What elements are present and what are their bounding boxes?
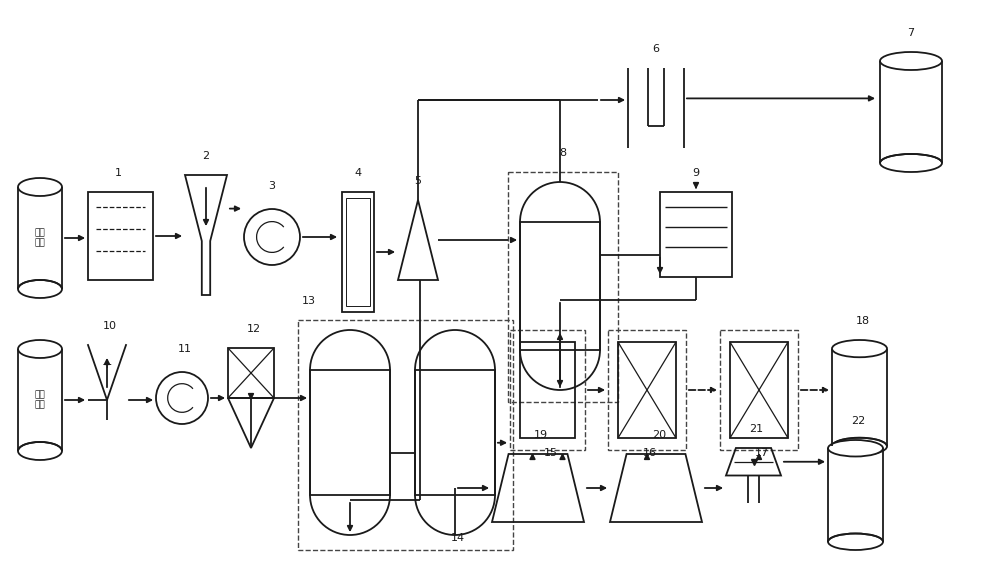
Ellipse shape bbox=[18, 280, 62, 298]
Text: 4: 4 bbox=[354, 168, 361, 178]
Bar bbox=[608, 330, 686, 450]
Bar bbox=[346, 198, 370, 306]
Text: 16: 16 bbox=[643, 448, 657, 458]
Text: 15: 15 bbox=[544, 448, 558, 458]
Text: 2: 2 bbox=[202, 151, 209, 161]
Text: 20: 20 bbox=[652, 430, 666, 440]
Text: 12: 12 bbox=[247, 324, 261, 334]
Bar bbox=[720, 330, 798, 450]
Bar bbox=[660, 192, 732, 277]
Bar bbox=[298, 320, 513, 550]
Text: 3: 3 bbox=[268, 181, 275, 191]
Text: 22: 22 bbox=[852, 416, 866, 426]
Text: 17: 17 bbox=[755, 448, 769, 458]
Ellipse shape bbox=[832, 438, 887, 455]
Text: 6: 6 bbox=[652, 44, 659, 54]
Text: 9: 9 bbox=[692, 168, 699, 178]
Ellipse shape bbox=[18, 340, 62, 358]
Ellipse shape bbox=[828, 440, 883, 456]
Bar bbox=[415, 370, 495, 495]
Text: 餐饮
垃圾: 餐饮 垃圾 bbox=[35, 228, 45, 248]
Text: 11: 11 bbox=[178, 344, 192, 354]
Text: 21: 21 bbox=[750, 424, 764, 434]
Bar bbox=[342, 192, 374, 312]
Text: 8: 8 bbox=[559, 148, 566, 158]
Bar bbox=[520, 222, 600, 350]
Ellipse shape bbox=[828, 534, 883, 550]
Ellipse shape bbox=[880, 154, 942, 172]
Ellipse shape bbox=[832, 340, 887, 357]
Bar bbox=[520, 342, 575, 438]
Text: 10: 10 bbox=[103, 321, 117, 331]
Text: 13: 13 bbox=[302, 296, 316, 306]
Text: 1: 1 bbox=[114, 168, 122, 178]
Bar bbox=[618, 342, 676, 438]
Text: 14: 14 bbox=[451, 533, 465, 543]
Text: 18: 18 bbox=[856, 316, 870, 326]
Text: 7: 7 bbox=[907, 28, 914, 38]
Bar bbox=[510, 330, 585, 450]
Text: +: + bbox=[102, 359, 112, 371]
Bar bbox=[508, 172, 618, 402]
Text: 厨余
垃圾: 厨余 垃圾 bbox=[35, 391, 45, 410]
Bar bbox=[88, 192, 153, 280]
Bar bbox=[228, 348, 274, 398]
Text: 19: 19 bbox=[534, 430, 548, 440]
Bar bbox=[730, 342, 788, 438]
Ellipse shape bbox=[18, 178, 62, 196]
Text: 5: 5 bbox=[414, 176, 421, 186]
Bar bbox=[310, 370, 390, 495]
Ellipse shape bbox=[880, 52, 942, 70]
Ellipse shape bbox=[18, 442, 62, 460]
